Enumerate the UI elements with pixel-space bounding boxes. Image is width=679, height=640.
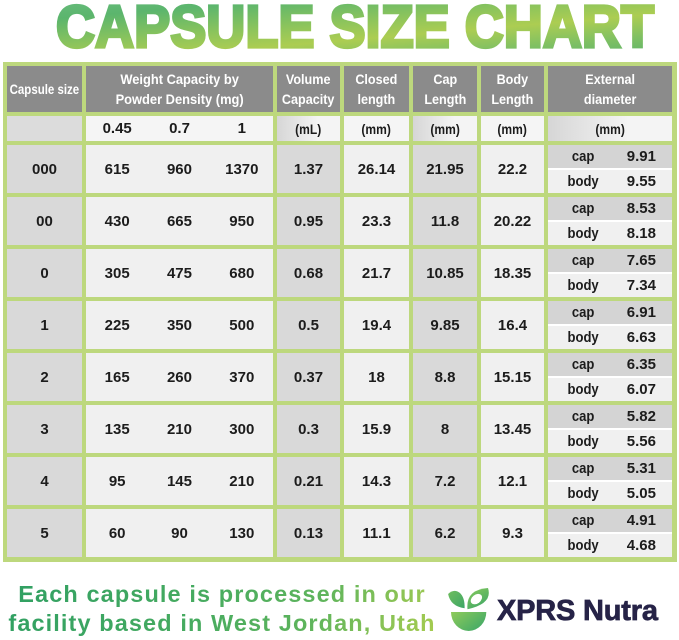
svg-text:CAPSULE SIZE CHART: CAPSULE SIZE CHART — [56, 0, 654, 60]
